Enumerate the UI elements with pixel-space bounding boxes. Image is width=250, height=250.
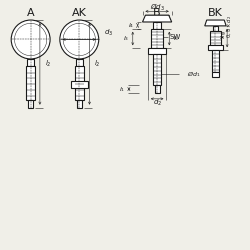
Text: e: e xyxy=(221,31,225,36)
Text: AK: AK xyxy=(72,8,87,18)
Circle shape xyxy=(60,20,99,59)
Circle shape xyxy=(11,20,50,59)
Text: $l_1$: $l_1$ xyxy=(119,85,125,94)
Text: $Ød_1$: $Ød_1$ xyxy=(187,70,200,79)
Bar xyxy=(208,45,223,50)
Polygon shape xyxy=(142,15,172,22)
Text: $d_3$: $d_3$ xyxy=(104,28,113,38)
Text: BK: BK xyxy=(208,8,223,18)
Bar xyxy=(28,100,33,108)
Text: $l_3$: $l_3$ xyxy=(123,34,129,43)
Bar xyxy=(27,59,34,66)
Bar xyxy=(212,26,218,31)
Text: $l_2$: $l_2$ xyxy=(45,59,51,69)
Bar xyxy=(77,100,82,108)
Bar xyxy=(153,54,162,85)
Bar xyxy=(76,59,83,66)
Bar xyxy=(153,22,161,29)
Text: $d_2$: $d_2$ xyxy=(152,98,162,108)
Polygon shape xyxy=(205,20,226,26)
Bar xyxy=(26,66,35,100)
Text: $l_2$: $l_2$ xyxy=(94,59,101,69)
Bar xyxy=(151,29,164,48)
Bar xyxy=(212,50,219,72)
Bar xyxy=(148,48,166,54)
Text: $0,5\times d_2$: $0,5\times d_2$ xyxy=(226,15,234,38)
Bar xyxy=(210,31,221,45)
Text: SW: SW xyxy=(170,34,181,40)
Text: $Ød_3$: $Ød_3$ xyxy=(150,2,164,13)
Bar xyxy=(212,72,219,78)
Text: $l_4$: $l_4$ xyxy=(128,21,134,30)
Text: $l_5$: $l_5$ xyxy=(173,34,179,43)
Bar xyxy=(75,66,84,100)
Text: B: B xyxy=(153,8,161,18)
Bar xyxy=(155,85,160,93)
Bar xyxy=(70,81,88,88)
Text: A: A xyxy=(27,8,34,18)
